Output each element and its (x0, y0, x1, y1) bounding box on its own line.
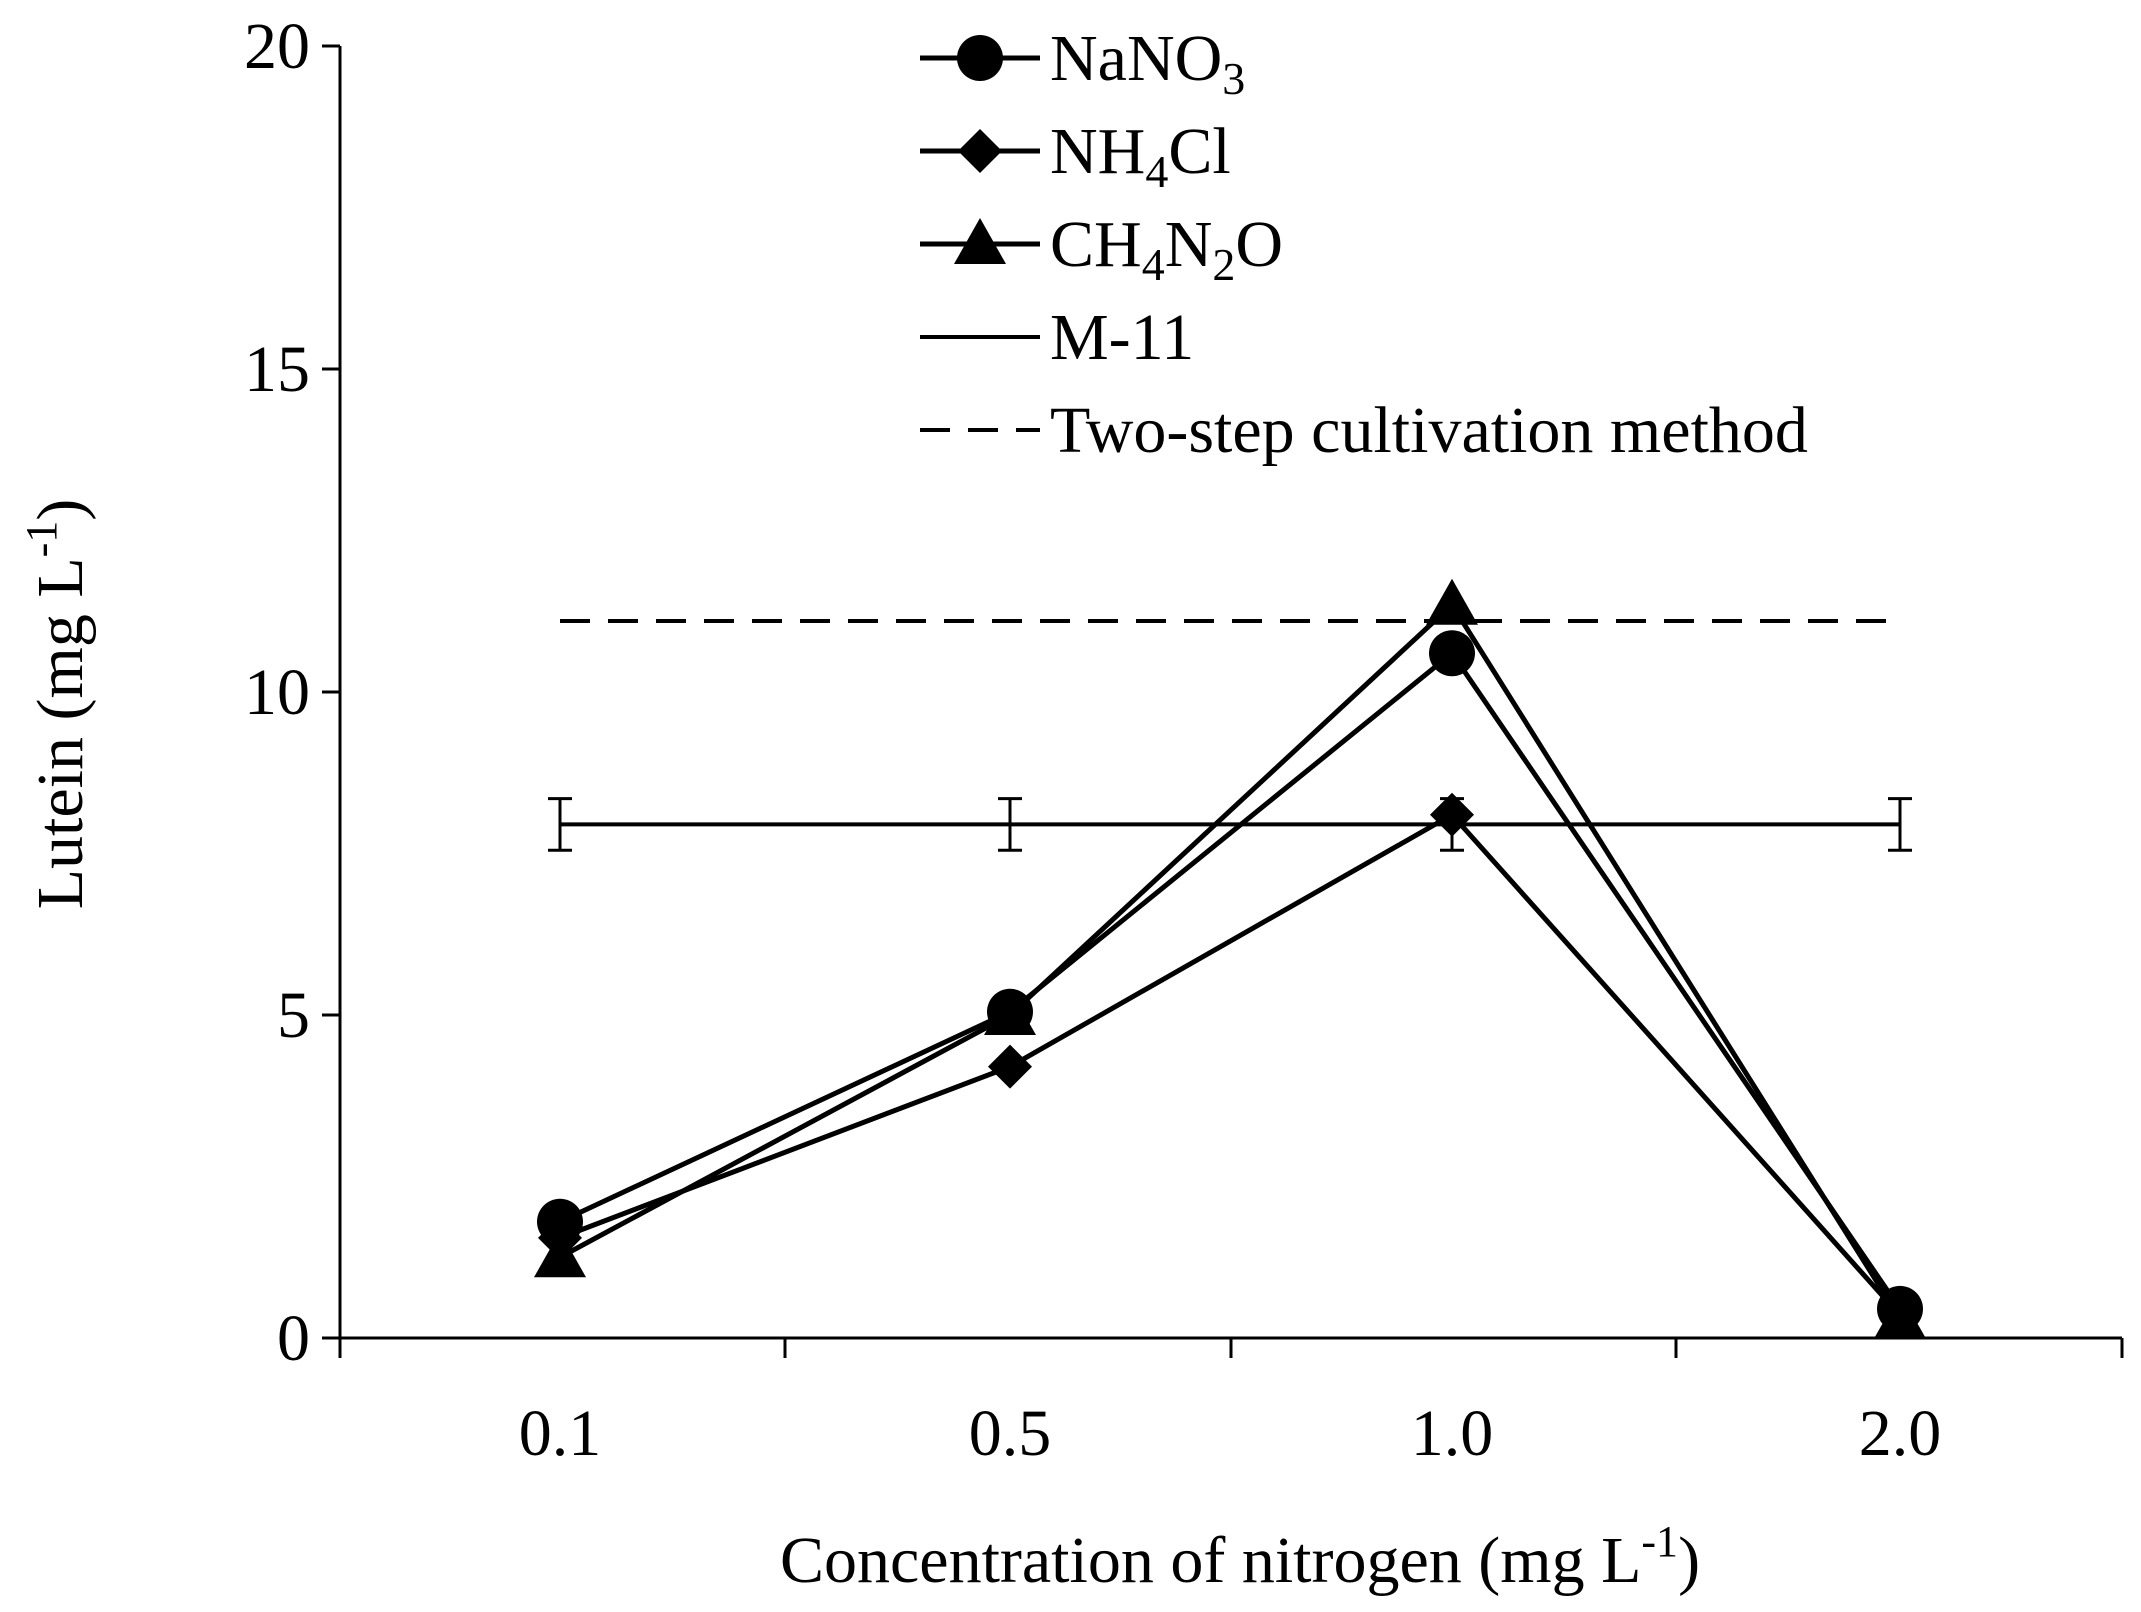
y-tick-label: 0 (277, 1302, 310, 1375)
data-point-ch4n2o (534, 1231, 586, 1278)
legend-label-m-11: M-11 (1050, 301, 1194, 374)
data-point-ch4n2o (1426, 578, 1478, 625)
series-line-nh4cl (559, 811, 1902, 1318)
y-tick-label: 5 (277, 979, 310, 1052)
legend-marker-nano3 (957, 35, 1003, 81)
legend-marker-nh4cl (958, 129, 1002, 173)
x-tick-label: 0.1 (519, 1397, 602, 1470)
x-tick-label: 0.5 (969, 1397, 1052, 1470)
data-point-ch4n2o (984, 989, 1036, 1035)
series-line-ch4n2o (558, 600, 1903, 1320)
y-tick-label: 10 (244, 656, 310, 729)
data-point-nano3 (1429, 630, 1475, 677)
data-point-ch4n2o (1874, 1292, 1926, 1339)
legend-label-nano3: NaNO3 (1050, 22, 1245, 104)
x-axis-title: Concentration of nitrogen (mg L-1) (780, 1517, 1700, 1597)
legend-label-ch4n2o: CH4N2O (1050, 208, 1283, 290)
y-tick-label: 15 (244, 333, 310, 406)
legend-marker-ch4n2o (954, 218, 1006, 264)
legend-label-nh4cl: NH4Cl (1050, 115, 1231, 197)
x-tick-label: 1.0 (1411, 1397, 1494, 1470)
series-line-nano3 (558, 649, 1903, 1311)
legend-label-two-step-cultivation-method: Two-step cultivation method (1050, 394, 1808, 467)
y-axis-title: Lutein (mg L-1) (17, 499, 97, 910)
data-point-nh4cl (988, 1044, 1032, 1089)
x-tick-label: 2.0 (1859, 1397, 1942, 1470)
y-tick-label: 20 (244, 10, 310, 83)
